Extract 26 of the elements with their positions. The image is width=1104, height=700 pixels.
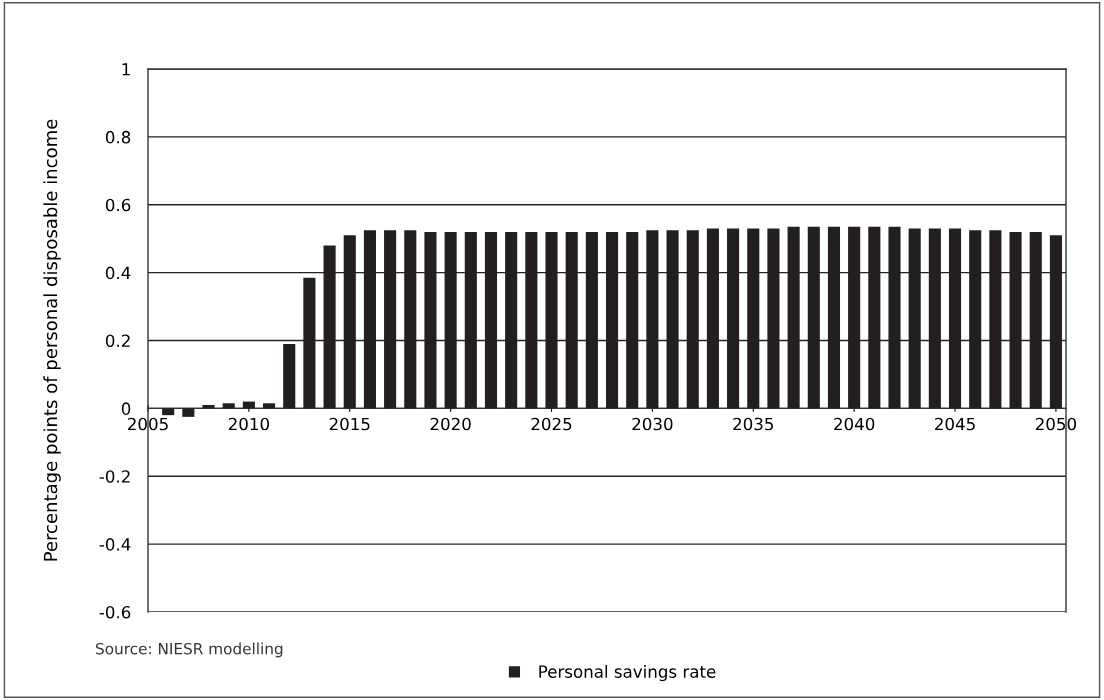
- x-tick-label: 2020: [430, 417, 471, 431]
- bar: [162, 408, 175, 416]
- y-axis-title: Percentage points of personal disposable income: [43, 119, 61, 561]
- bar: [263, 403, 276, 409]
- bar: [283, 343, 296, 409]
- legend-label: Personal savings rate: [539, 665, 716, 682]
- y-tick-label: -0.6: [99, 605, 131, 619]
- x-tick-label: 2045: [935, 417, 975, 431]
- y-tick-label: 0: [121, 402, 131, 415]
- x-tick-label: 2025: [531, 417, 572, 431]
- x-tick-label: 2035: [733, 417, 774, 431]
- bar: [222, 403, 235, 409]
- source-note: Source: NIESR modelling: [96, 642, 283, 658]
- y-tick-label: 0.2: [105, 334, 130, 348]
- bar: [202, 404, 215, 409]
- x-tick-label: 2040: [834, 417, 875, 431]
- x-tick-label: 2030: [632, 417, 673, 431]
- x-tick-label: 2015: [329, 417, 370, 431]
- y-tick-label: 0.8: [105, 130, 131, 144]
- y-tick-label: 0.4: [105, 266, 131, 280]
- bar: [182, 408, 195, 417]
- y-tick-label: -0.2: [99, 470, 130, 483]
- y-tick-label: -0.4: [99, 538, 131, 551]
- y-tick-label: 0.6: [105, 198, 131, 212]
- x-tick-label: 2010: [228, 417, 269, 431]
- y-tick-label: 1: [122, 63, 130, 76]
